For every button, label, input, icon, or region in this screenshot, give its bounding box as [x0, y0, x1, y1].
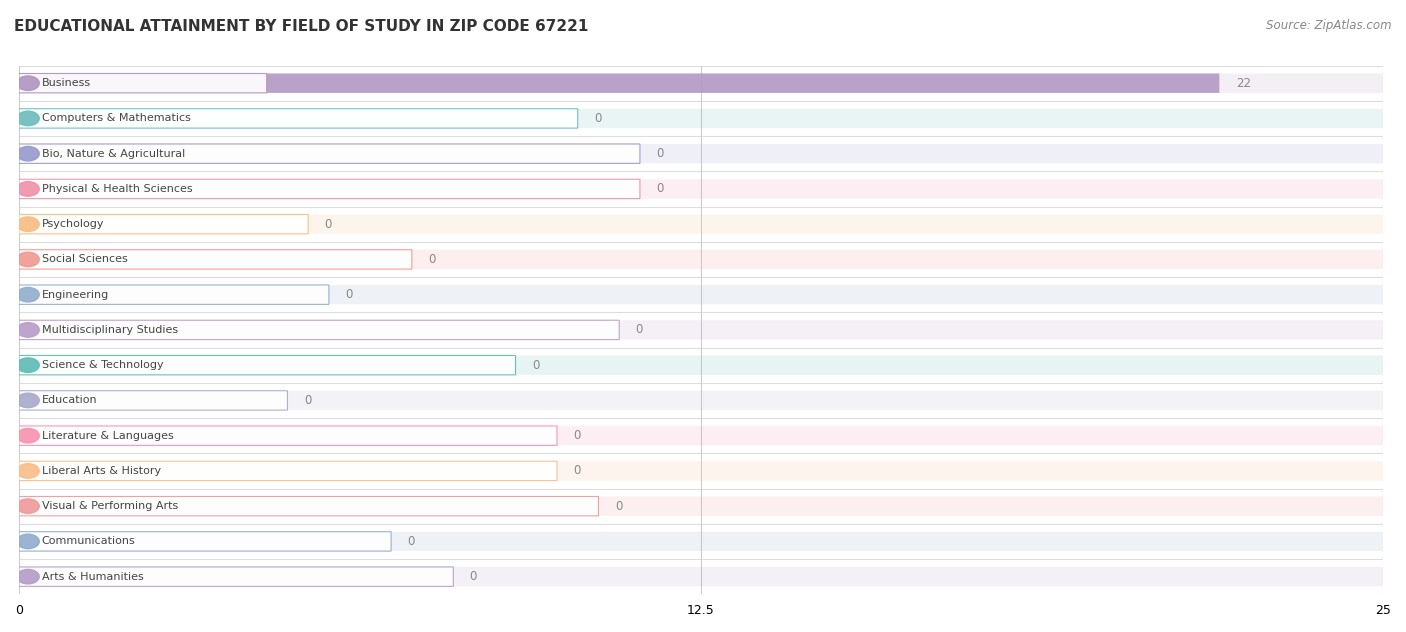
Circle shape [17, 534, 39, 549]
FancyBboxPatch shape [20, 73, 1384, 93]
FancyBboxPatch shape [20, 214, 1384, 234]
FancyBboxPatch shape [20, 355, 1384, 375]
Text: 0: 0 [408, 535, 415, 548]
Circle shape [17, 217, 39, 231]
Text: Arts & Humanities: Arts & Humanities [42, 572, 143, 581]
Text: Source: ZipAtlas.com: Source: ZipAtlas.com [1267, 19, 1392, 32]
Text: 0: 0 [574, 429, 581, 442]
Text: 0: 0 [574, 465, 581, 477]
Circle shape [17, 499, 39, 513]
FancyBboxPatch shape [20, 144, 640, 164]
FancyBboxPatch shape [20, 320, 1384, 339]
FancyBboxPatch shape [20, 73, 267, 93]
Text: Psychology: Psychology [42, 219, 104, 229]
Circle shape [17, 111, 39, 126]
Circle shape [17, 428, 39, 443]
Text: 0: 0 [429, 253, 436, 266]
Text: Bio, Nature & Agricultural: Bio, Nature & Agricultural [42, 149, 184, 159]
Text: Liberal Arts & History: Liberal Arts & History [42, 466, 160, 476]
Text: Literature & Languages: Literature & Languages [42, 430, 173, 441]
Text: Engineering: Engineering [42, 289, 108, 300]
Text: 0: 0 [346, 288, 353, 301]
FancyBboxPatch shape [20, 320, 619, 339]
Text: 0: 0 [595, 112, 602, 125]
Circle shape [17, 464, 39, 478]
Circle shape [17, 76, 39, 90]
FancyBboxPatch shape [20, 179, 640, 198]
Text: 0: 0 [614, 500, 623, 513]
Text: Communications: Communications [42, 537, 135, 547]
Text: 0: 0 [531, 359, 540, 372]
Text: EDUCATIONAL ATTAINMENT BY FIELD OF STUDY IN ZIP CODE 67221: EDUCATIONAL ATTAINMENT BY FIELD OF STUDY… [14, 19, 589, 34]
FancyBboxPatch shape [20, 73, 1219, 93]
Circle shape [17, 288, 39, 302]
FancyBboxPatch shape [20, 109, 578, 128]
FancyBboxPatch shape [20, 461, 1384, 480]
Text: Visual & Performing Arts: Visual & Performing Arts [42, 501, 177, 511]
Text: 0: 0 [657, 183, 664, 195]
FancyBboxPatch shape [20, 179, 1384, 198]
Text: 0: 0 [325, 217, 332, 231]
FancyBboxPatch shape [20, 391, 287, 410]
FancyBboxPatch shape [20, 532, 391, 551]
FancyBboxPatch shape [20, 567, 1384, 586]
Circle shape [17, 181, 39, 196]
Text: Science & Technology: Science & Technology [42, 360, 163, 370]
FancyBboxPatch shape [20, 567, 453, 586]
Text: Education: Education [42, 396, 97, 405]
Circle shape [17, 252, 39, 267]
Text: Computers & Mathematics: Computers & Mathematics [42, 113, 190, 123]
FancyBboxPatch shape [20, 109, 1384, 128]
Text: Multidisciplinary Studies: Multidisciplinary Studies [42, 325, 177, 335]
FancyBboxPatch shape [20, 144, 1384, 164]
Circle shape [17, 323, 39, 337]
FancyBboxPatch shape [20, 497, 599, 516]
FancyBboxPatch shape [20, 285, 329, 305]
FancyBboxPatch shape [20, 285, 1384, 305]
Text: 0: 0 [636, 324, 643, 336]
FancyBboxPatch shape [20, 214, 308, 234]
Text: Physical & Health Sciences: Physical & Health Sciences [42, 184, 193, 194]
FancyBboxPatch shape [20, 250, 1384, 269]
Circle shape [17, 393, 39, 408]
FancyBboxPatch shape [20, 426, 557, 446]
Circle shape [17, 358, 39, 372]
Text: 0: 0 [304, 394, 311, 407]
FancyBboxPatch shape [20, 532, 1384, 551]
FancyBboxPatch shape [20, 497, 1384, 516]
FancyBboxPatch shape [20, 250, 412, 269]
FancyBboxPatch shape [20, 391, 1384, 410]
Circle shape [17, 147, 39, 161]
Text: Social Sciences: Social Sciences [42, 255, 128, 264]
FancyBboxPatch shape [20, 426, 1384, 446]
Text: 0: 0 [470, 570, 477, 583]
FancyBboxPatch shape [20, 355, 516, 375]
FancyBboxPatch shape [20, 461, 557, 480]
Text: Business: Business [42, 78, 90, 88]
Text: 22: 22 [1236, 76, 1251, 90]
Text: 0: 0 [657, 147, 664, 160]
Circle shape [17, 569, 39, 584]
